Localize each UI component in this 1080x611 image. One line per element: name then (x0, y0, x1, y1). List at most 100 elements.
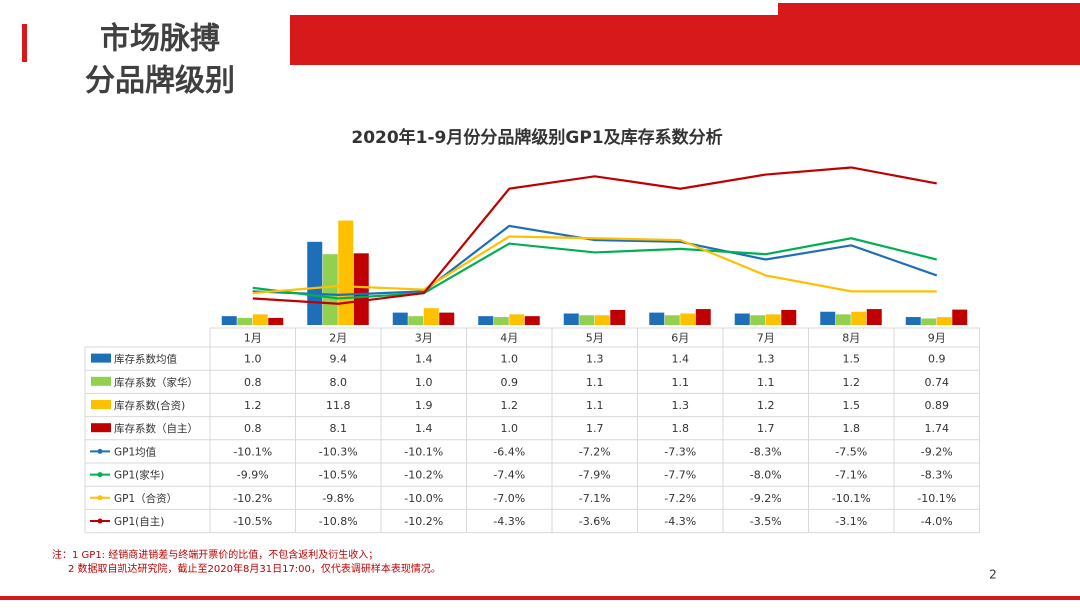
table-value: 1.0 (501, 353, 519, 366)
bar (851, 311, 867, 325)
table-value: 0.9 (501, 376, 519, 389)
table-value: 1.5 (843, 399, 861, 412)
header-band-top (778, 3, 1080, 15)
table-value: 8.1 (330, 422, 348, 435)
legend-label: 库存系数(合资) (114, 399, 185, 412)
table-value: -7.2% (664, 492, 696, 505)
legend-marker (97, 518, 103, 524)
bar (610, 309, 626, 325)
legend-marker (97, 448, 103, 454)
slide-title: 分品牌级别 (85, 64, 235, 99)
line (252, 235, 937, 295)
table-value: -4.3% (493, 515, 525, 528)
column-header: 6月 (671, 332, 689, 345)
bar (781, 309, 797, 325)
bar (765, 314, 781, 325)
bar (392, 312, 408, 325)
bar (664, 315, 680, 325)
legend-swatch (91, 423, 111, 433)
table-value: -4.3% (664, 515, 696, 528)
table-value: -7.2% (579, 445, 611, 458)
bar (338, 220, 354, 325)
bar (952, 309, 968, 325)
legend-label: GP1均值 (114, 445, 157, 458)
legend-label: 库存系数（家华） (114, 376, 198, 389)
note: 2 数据取自凯达研究院，截止至2020年8月31日17:00，仅代表调研样本表现… (68, 562, 441, 575)
bar (423, 308, 439, 325)
table-value: -10.5% (233, 515, 272, 528)
table-value: -9.2% (750, 492, 782, 505)
table-value: -8.3% (921, 469, 953, 482)
column-header: 7月 (757, 332, 775, 345)
table-value: -10.3% (319, 445, 358, 458)
table-value: 1.4 (672, 353, 690, 366)
column-header: 8月 (842, 332, 860, 345)
bar (649, 312, 665, 325)
table-value: -9.9% (237, 469, 269, 482)
table-value: 1.2 (244, 399, 262, 412)
table-value: -9.2% (921, 445, 953, 458)
bar (866, 309, 882, 325)
bar (695, 309, 711, 325)
table-value: 1.2 (757, 399, 775, 412)
table-value: 0.8 (244, 376, 262, 389)
table-value: -7.3% (664, 445, 696, 458)
chart-title: 2020年1-9月份分品牌级别GP1及库存系数分析 (351, 127, 722, 148)
table-value: -10.2% (404, 469, 443, 482)
footer-line (0, 596, 1080, 600)
column-header: 2月 (329, 332, 347, 345)
table-value: 1.2 (843, 376, 861, 389)
table-value: 1.3 (757, 353, 775, 366)
table-value: 1.1 (586, 399, 604, 412)
bar (734, 313, 750, 325)
table-value: 1.4 (415, 422, 433, 435)
table-value: 1.74 (925, 422, 950, 435)
table-value: 1.2 (501, 399, 519, 412)
line (252, 237, 938, 300)
table-value: 1.0 (501, 422, 519, 435)
table-value: -8.0% (750, 469, 782, 482)
legend-swatch (91, 353, 111, 363)
bar (322, 254, 338, 325)
bar (408, 316, 424, 325)
table-value: -10.5% (319, 469, 358, 482)
table-value: -6.4% (493, 445, 525, 458)
page-number: 2 (989, 568, 997, 582)
line (252, 224, 938, 297)
table-value: 1.0 (244, 353, 262, 366)
table-value: -3.6% (579, 515, 611, 528)
column-header: 4月 (500, 332, 518, 345)
table-value: -10.2% (404, 515, 443, 528)
column-header: 9月 (928, 332, 946, 345)
legend-label: 库存系数均值 (114, 353, 177, 366)
bar (594, 315, 610, 325)
table-value: 1.3 (586, 353, 604, 366)
bar (936, 317, 952, 325)
table-value: 1.8 (843, 422, 861, 435)
note: 注：1 GP1: 经销商进销差与终端开票价的比值，不包含返利及衍生收入； (52, 548, 378, 561)
column-header: 5月 (586, 332, 604, 345)
bar (579, 315, 595, 325)
column-header: 1月 (244, 332, 262, 345)
table-value: -8.3% (750, 445, 782, 458)
table-value: -10.1% (404, 445, 443, 458)
table-value: -3.5% (750, 515, 782, 528)
legend-label: GP1（合资） (114, 492, 177, 505)
table-value: -7.0% (493, 492, 525, 505)
bar (307, 241, 323, 325)
bar (835, 314, 851, 325)
table-value: 11.8 (326, 399, 351, 412)
table-value: 1.7 (586, 422, 604, 435)
bar (820, 311, 836, 325)
table-value: 9.4 (330, 353, 348, 366)
bar (680, 313, 696, 325)
title-accent (22, 24, 27, 62)
table-value: -4.0% (921, 515, 953, 528)
table-value: -7.9% (579, 469, 611, 482)
table-value: 1.9 (415, 399, 433, 412)
bar (905, 317, 921, 325)
bar (237, 317, 253, 325)
